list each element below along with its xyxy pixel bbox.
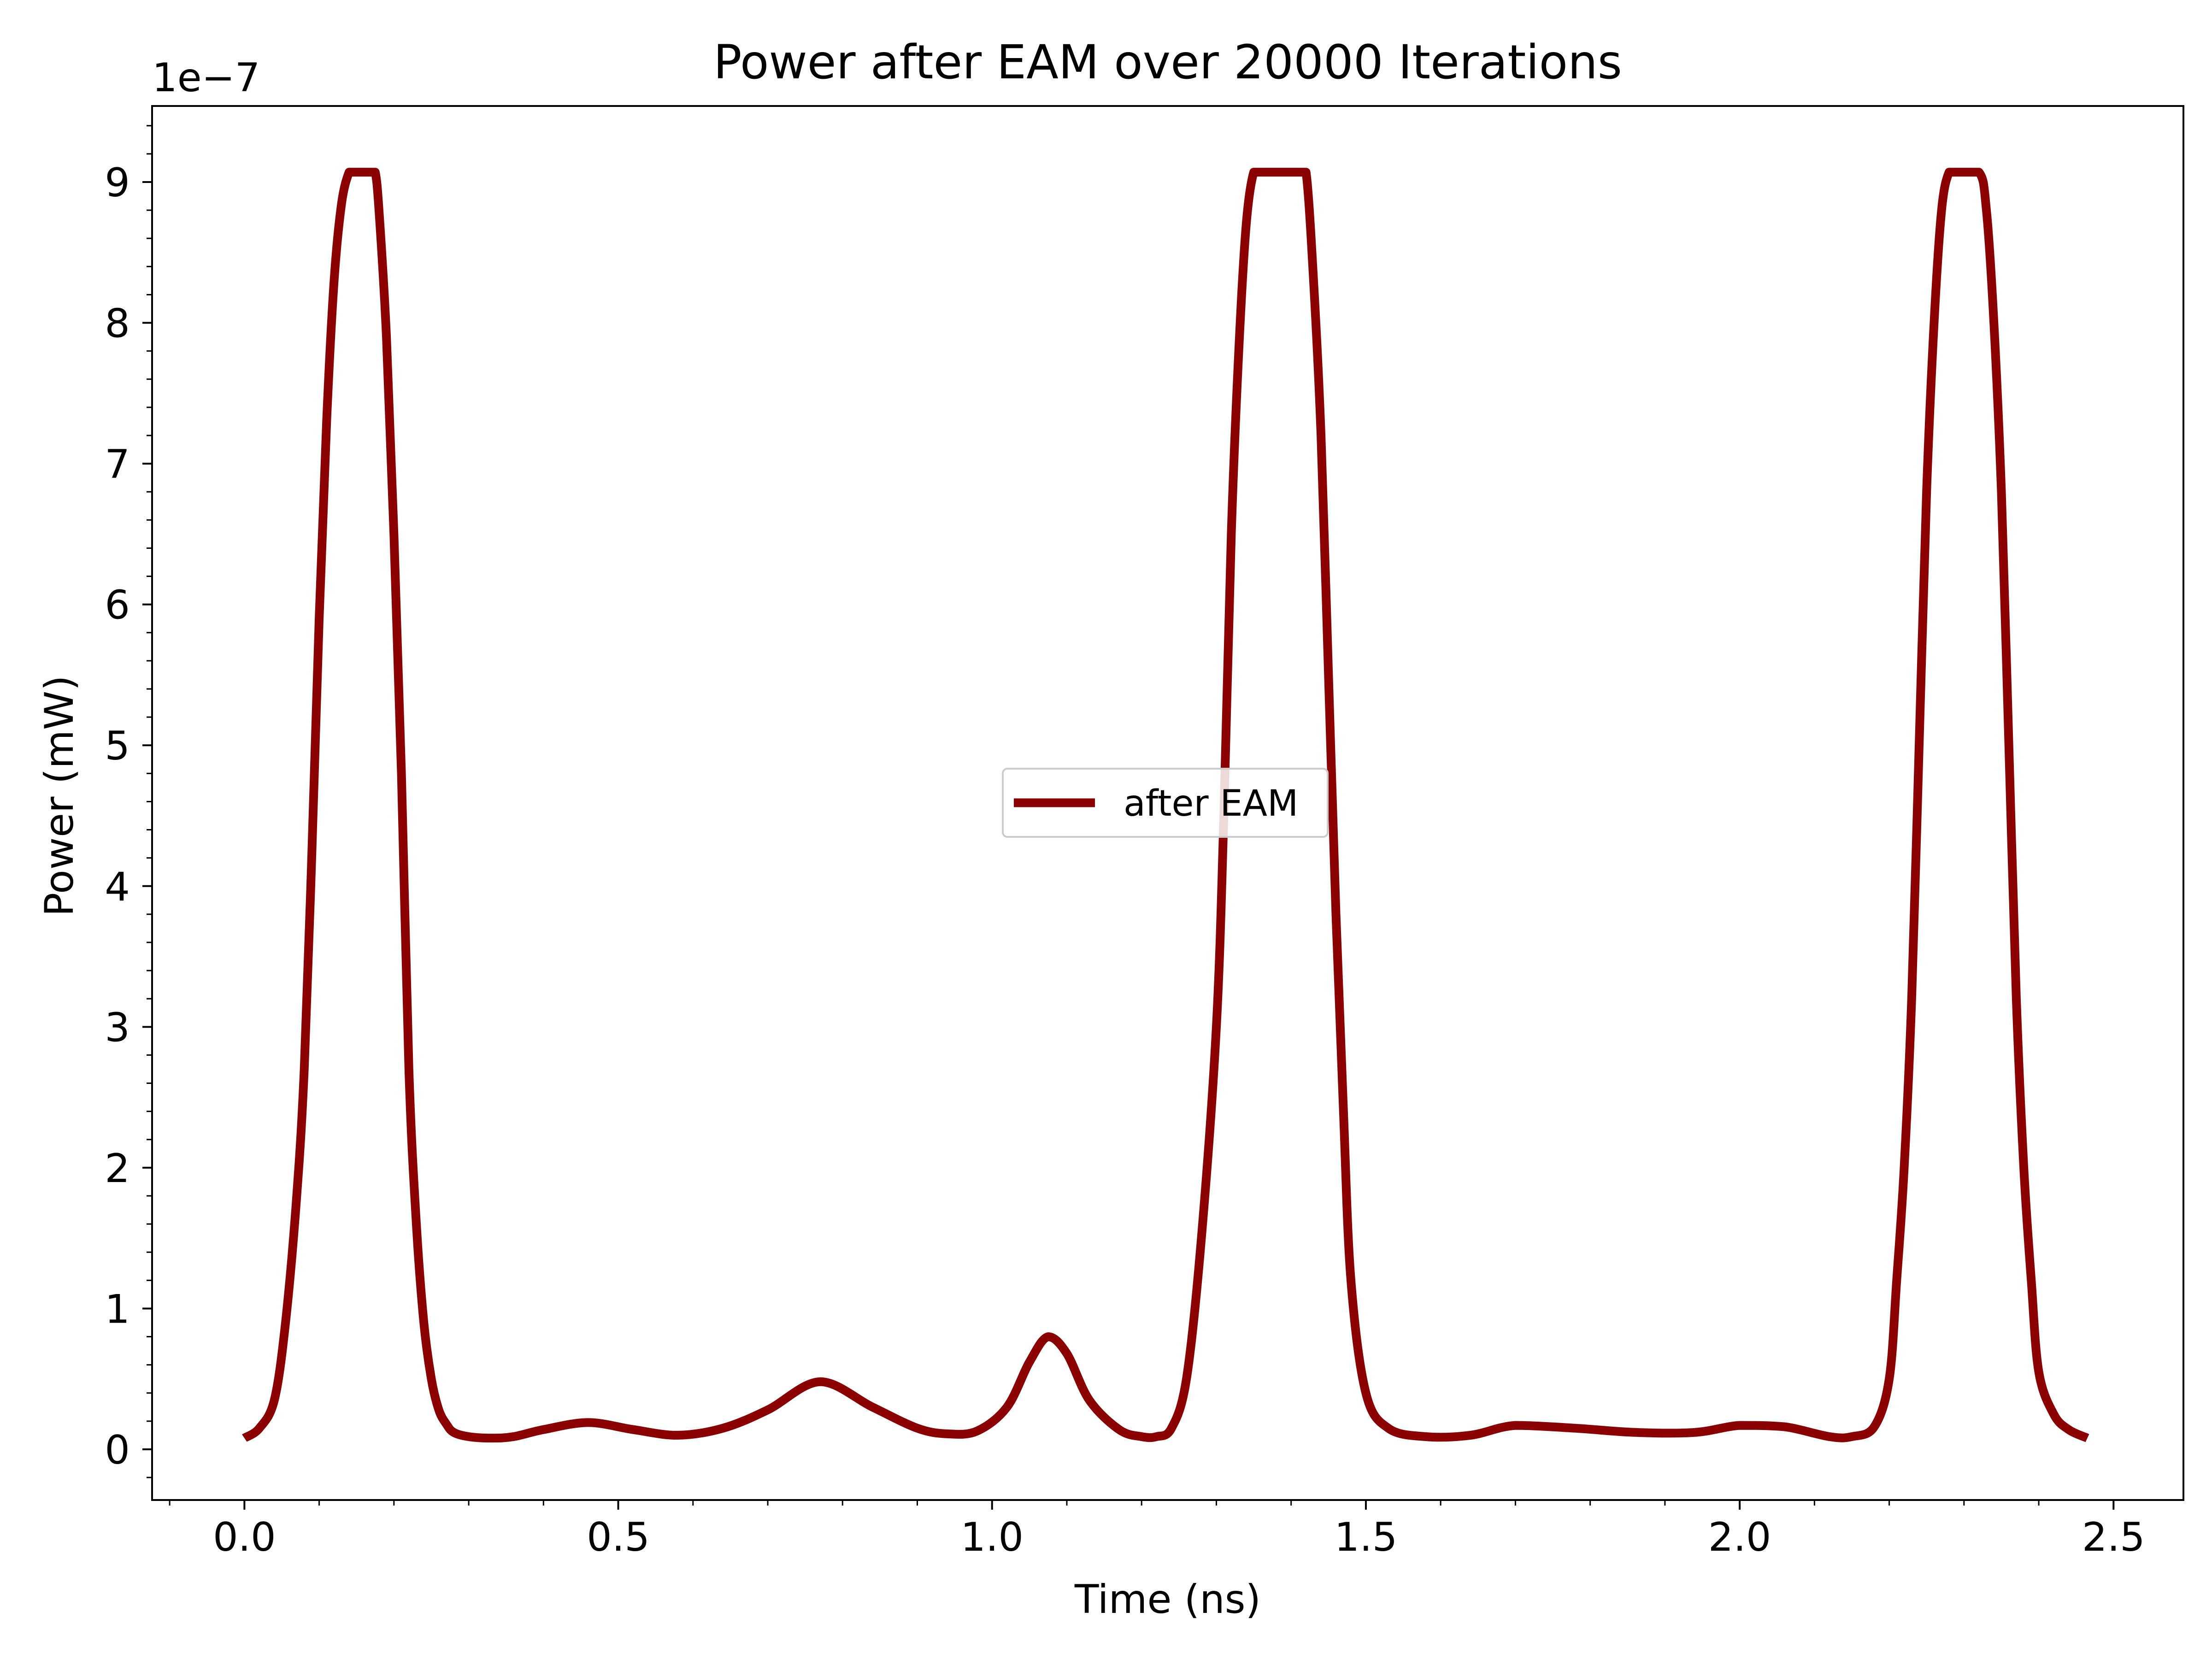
y-tick-label: 2 <box>105 1146 130 1192</box>
y-tick-label: 3 <box>105 1005 130 1051</box>
x-axis-label: Time (ns) <box>1074 1577 1261 1623</box>
y-tick-label: 0 <box>105 1427 130 1473</box>
x-tick-label: 0.5 <box>587 1514 650 1560</box>
y-offset-label: 1e−7 <box>152 55 260 101</box>
plot-area: 0.0 0.5 1.0 1.5 2.0 2.5 0 1 2 3 4 5 6 7 8 9 after EAM <box>105 105 2184 1560</box>
x-tick-label: 2.0 <box>1708 1514 1771 1560</box>
x-tick-label: 0.0 <box>213 1514 276 1560</box>
y-tick-label: 8 <box>105 301 130 347</box>
y-tick-label: 1 <box>105 1286 130 1332</box>
y-tick-label: 5 <box>105 723 130 769</box>
legend-box <box>1002 768 1329 838</box>
x-tick-label: 2.5 <box>2082 1514 2145 1560</box>
series-line <box>242 168 2089 1443</box>
x-tick-label: 1.0 <box>960 1514 1024 1560</box>
y-tick-label: 7 <box>105 441 130 488</box>
x-tick-label: 1.5 <box>1335 1514 1398 1560</box>
legend-label: after EAM <box>1124 783 1298 824</box>
plot-frame <box>151 105 2184 1501</box>
y-tick-label: 6 <box>105 582 130 629</box>
y-tick-label: 9 <box>105 160 130 206</box>
y-axis-label: Power (mW) <box>36 675 82 916</box>
y-tick-label: 4 <box>105 864 130 910</box>
chart-title: Power after EAM over 20000 Iterations <box>713 35 1622 90</box>
